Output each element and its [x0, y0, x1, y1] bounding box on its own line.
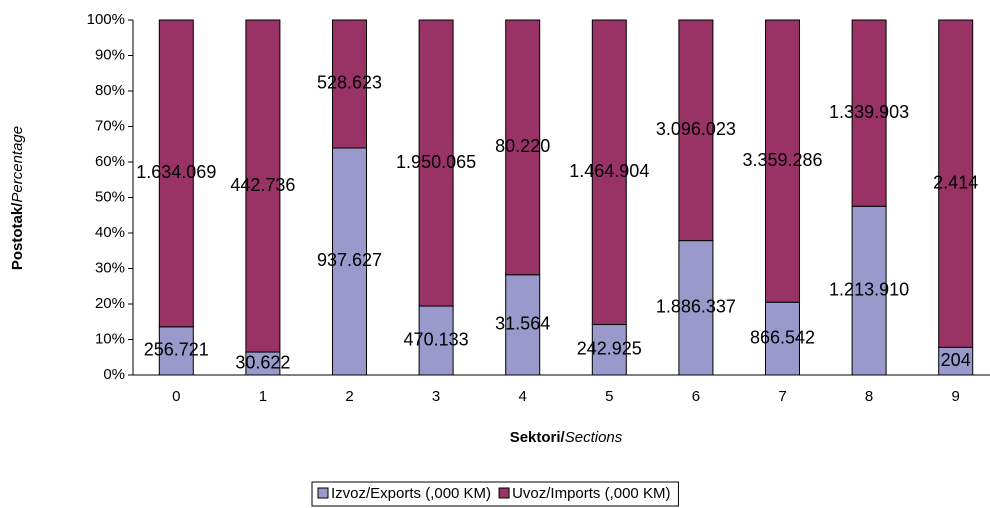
data-label: 256.721 — [144, 340, 209, 360]
data-label: 204 — [941, 350, 971, 370]
x-tick-label: 5 — [605, 388, 613, 405]
y-tick-label: 50% — [95, 188, 125, 205]
data-label: 3.359.286 — [742, 150, 822, 170]
x-tick-label: 6 — [692, 388, 700, 405]
x-tick-label: 9 — [952, 388, 960, 405]
data-label: 1.464.904 — [569, 161, 649, 181]
y-tick-label: 90% — [95, 46, 125, 63]
bar-segment — [245, 19, 281, 353]
data-label: 866.542 — [750, 327, 815, 347]
x-tick-label: 0 — [172, 388, 180, 405]
data-label: 31.564 — [495, 314, 550, 334]
bar-segment — [765, 19, 800, 303]
bar-segment — [418, 19, 454, 307]
legend-label: Izvoz/Exports (,000 KM) — [331, 485, 491, 502]
legend-label: Uvoz/Imports (,000 KM) — [512, 485, 670, 502]
y-tick-label: 60% — [95, 153, 125, 170]
y-tick-label: 30% — [95, 259, 125, 276]
bar-segment — [505, 19, 541, 276]
data-label: 242.925 — [577, 339, 642, 359]
y-axis-title: Postotak/Percentage — [9, 126, 26, 270]
legend-swatch — [317, 487, 329, 499]
y-tick-label: 40% — [95, 224, 125, 241]
data-label: 1.213.910 — [829, 279, 909, 299]
x-axis-title: Sektori/Sections — [510, 429, 623, 446]
x-tick-label: 8 — [865, 388, 873, 405]
y-tick-label: 70% — [95, 117, 125, 134]
data-label: 1.634.069 — [136, 162, 216, 182]
x-axis-title-bold: Sektori/ — [510, 429, 566, 446]
data-label: 528.623 — [317, 73, 382, 93]
data-label: 470.133 — [404, 329, 469, 349]
bar-segment — [158, 326, 194, 376]
bar-segment — [418, 305, 454, 376]
y-tick-label: 80% — [95, 82, 125, 99]
legend: Izvoz/Exports (,000 KM) Uvoz/Imports (,00… — [311, 481, 679, 507]
y-tick-label: 20% — [95, 295, 125, 312]
bar-segment — [158, 19, 194, 328]
bar-segment — [332, 19, 367, 149]
data-label: 30.622 — [235, 352, 290, 372]
x-axis-title-italic: Sections — [565, 429, 623, 446]
x-tick-label: 1 — [259, 388, 267, 405]
y-tick-label: 10% — [95, 330, 125, 347]
legend-box — [311, 481, 679, 507]
data-label: 80.220 — [495, 136, 550, 156]
y-tick-label: 100% — [87, 11, 125, 28]
data-label: 2.414 — [933, 172, 978, 192]
data-label: 3.096.023 — [656, 119, 736, 139]
bar-segment — [765, 301, 800, 376]
data-label: 937.627 — [317, 250, 382, 270]
y-tick-label: 0% — [103, 366, 125, 383]
data-label: 1.950.065 — [396, 152, 476, 172]
x-tick-label: 3 — [432, 388, 440, 405]
bar-segment — [505, 274, 541, 376]
bar-segment — [591, 19, 627, 326]
bar-segment — [851, 19, 887, 207]
data-label: 1.339.903 — [829, 102, 909, 122]
bar-segment — [332, 147, 367, 376]
bar-segment — [678, 19, 714, 242]
data-label: 442.736 — [230, 175, 295, 195]
bar-segment — [591, 324, 627, 376]
x-tick-label: 2 — [345, 388, 353, 405]
bar-segment — [938, 19, 974, 348]
x-tick-label: 7 — [778, 388, 786, 405]
legend-swatch — [498, 487, 510, 499]
x-tick-label: 4 — [519, 388, 527, 405]
y-axis-title-bold: Postotak/ — [9, 202, 26, 270]
data-label: 1.886.337 — [656, 297, 736, 317]
y-axis-title-italic: Percentage — [9, 126, 26, 203]
